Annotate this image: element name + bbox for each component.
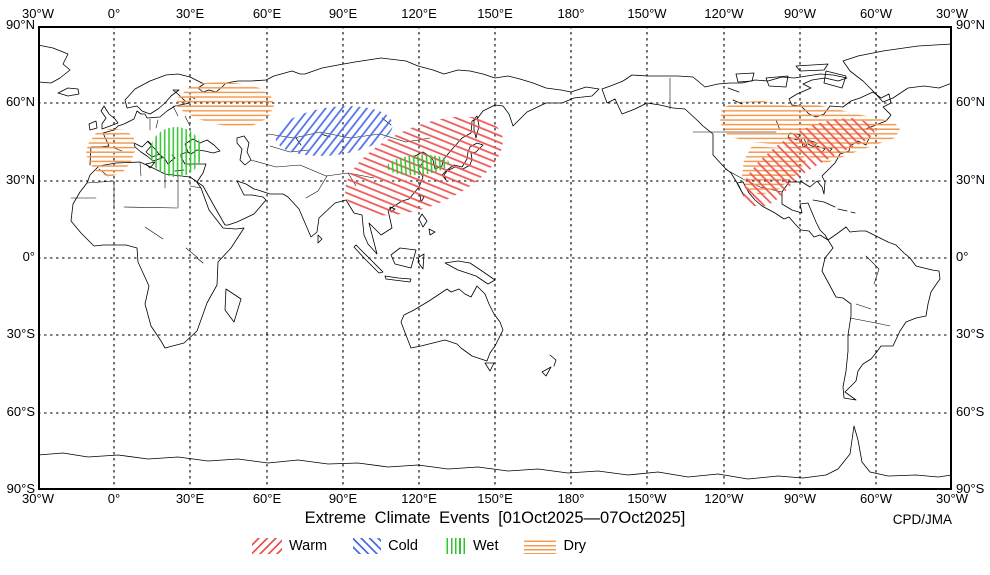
lon-label-top: 90°E [328, 6, 358, 21]
lon-label-top: 30°E [175, 6, 205, 21]
lon-label-bottom: 60°E [252, 491, 282, 506]
lon-label-top: 60°W [860, 6, 892, 21]
lon-label-top: 120°W [704, 6, 744, 21]
lon-label-top: 30°W [936, 6, 968, 21]
coastline-path [353, 213, 496, 285]
lon-label-bottom: 90°E [328, 491, 358, 506]
dry-hatch-swatch-icon [524, 538, 557, 554]
lon-label-top: 120°E [401, 6, 437, 21]
lon-label-bottom: 180° [557, 491, 585, 506]
lon-label-bottom: 60°W [860, 491, 892, 506]
coastline-path [57, 87, 80, 97]
coastline-path [236, 135, 252, 166]
legend-label-dry: Dry [563, 538, 587, 554]
lon-label-bottom: 0° [107, 491, 121, 506]
coastline-path [88, 105, 119, 131]
lat-label-left: 90°N [5, 17, 35, 32]
region-warm-north-america [742, 118, 875, 206]
lon-label-bottom: 30°W [936, 491, 968, 506]
lon-label-top: 180° [557, 6, 585, 21]
lat-label-left: 30°S [6, 326, 35, 341]
lat-label-left: 30°N [5, 172, 35, 187]
lat-label-right: 30°S [956, 326, 985, 341]
region-dry-northwest-russia [176, 82, 274, 128]
lon-label-bottom: 30°E [175, 491, 205, 506]
lat-label-right: 60°N [956, 94, 986, 109]
legend-item-warm: Warm [252, 538, 327, 554]
warm-hatch-swatch-icon [252, 538, 282, 554]
lon-label-bottom: 150°E [477, 491, 513, 506]
lon-label-top: 60°E [252, 6, 282, 21]
graticule-grid [38, 26, 952, 490]
lon-label-top: 150°E [477, 6, 513, 21]
lat-label-right: 90°S [956, 481, 985, 496]
map-border [38, 26, 952, 490]
coastline-path [89, 57, 600, 255]
region-wet-balkans [150, 127, 202, 177]
lat-label-right: 60°S [956, 404, 985, 419]
legend-item-wet: Wet [443, 538, 499, 554]
coastline-path [38, 44, 71, 84]
cold-hatch-swatch-icon [353, 538, 382, 554]
region-wet-northeast-china [387, 154, 449, 176]
lon-label-top: 0° [107, 6, 121, 21]
climate-event-regions [86, 82, 900, 216]
lon-label-bottom: 120°W [704, 491, 744, 506]
lat-label-left: 60°S [6, 404, 35, 419]
lon-label-bottom: 120°E [401, 491, 437, 506]
lon-label-top: 90°W [784, 6, 816, 21]
lon-label-bottom: 150°W [627, 491, 667, 506]
lat-label-right: 90°N [956, 17, 986, 32]
legend-label-warm: Warm [289, 538, 328, 554]
coastline-path [224, 234, 323, 323]
coastline-path [400, 285, 557, 377]
map-title: Extreme Climate Events [01Oct2025—07Oct2… [304, 509, 686, 527]
credit-label: CPD/JMA [892, 512, 952, 527]
lat-label-left: 60°N [5, 94, 35, 109]
lat-label-left: 90°S [6, 481, 35, 496]
lat-label-right: 30°N [956, 172, 986, 187]
legend-item-cold: Cold [353, 538, 418, 554]
lat-label-left: 0° [22, 249, 35, 264]
lon-label-bottom: 90°W [784, 491, 816, 506]
legend-label-wet: Wet [472, 538, 499, 554]
coastline-path [812, 199, 856, 214]
lat-label-right: 0° [956, 249, 969, 264]
lon-label-top: 30°W [22, 6, 54, 21]
legend-item-dry: Dry [524, 538, 586, 554]
coastline-path [735, 43, 952, 103]
legend: Warm Cold Wet Dry [252, 538, 586, 554]
world-map [38, 26, 952, 490]
coastline-path [38, 425, 952, 480]
region-dry-western-europe [86, 129, 135, 177]
coastline-path [70, 161, 245, 349]
lon-label-bottom: 30°W [22, 491, 54, 506]
lon-label-top: 150°W [627, 6, 667, 21]
coastline-path [821, 226, 941, 401]
wet-hatch-swatch-icon [443, 538, 466, 554]
region-cold-central-asia [275, 106, 393, 156]
legend-label-cold: Cold [388, 538, 418, 554]
